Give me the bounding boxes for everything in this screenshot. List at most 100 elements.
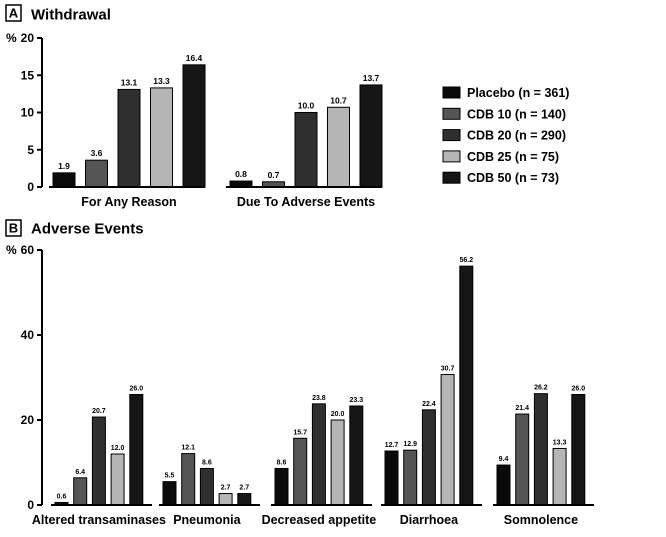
panel-b-data-label-somnolence-cdb-20-n-290: 26.2 [534, 385, 548, 392]
panel-a-bar-for-any-reason-cdb-25-n-75 [150, 87, 173, 188]
panel-b-category-label-pneumonia: Pneumonia [173, 513, 241, 527]
panel-b-bar-pneumonia-cdb-20-n-290 [199, 467, 214, 506]
panel-b-category-label-altered-transaminases: Altered transaminases [32, 513, 166, 527]
panel-b-data-label-diarrhoea-cdb-20-n-290: 22.4 [422, 401, 436, 408]
panel-b-category-label-diarrhoea: Diarrhoea [400, 513, 459, 527]
panel-b-bar-somnolence-placebo-n-361 [496, 464, 511, 506]
panel-b-data-label-decreased-appetite-cdb-50-n-73: 23.3 [349, 397, 363, 404]
panel-a-data-label-due-to-adverse-events-cdb-20-n-290: 10.0 [298, 101, 315, 111]
panel-b-data-label-somnolence-cdb-10-n-140: 21.4 [515, 405, 529, 412]
panel-a-category-label-due-to-adverse-events: Due To Adverse Events [237, 195, 375, 209]
panel-a-bar-for-any-reason-cdb-20-n-290 [117, 88, 141, 188]
panel-a-y-tick-label-5: 5 [27, 143, 34, 157]
legend-swatch-cdb-50-n-73 [442, 171, 461, 184]
legend-swatch-cdb-10-n-140 [442, 107, 461, 120]
panel-b-bar-diarrhoea-cdb-10-n-140 [403, 449, 418, 506]
panel-b-bar-decreased-appetite-cdb-10-n-140 [293, 437, 308, 506]
panel-b-category-label-decreased-appetite: Decreased appetite [262, 513, 377, 527]
panel-b-y-tick-label-20: 20 [21, 413, 35, 427]
panel-b-data-label-pneumonia-cdb-50-n-73: 2.7 [239, 485, 249, 492]
panel-b-y-tick-label-40: 40 [21, 328, 35, 342]
panel-a-bar-due-to-adverse-events-cdb-20-n-290 [294, 112, 318, 188]
panel-a-data-label-due-to-adverse-events-cdb-50-n-73: 13.7 [363, 73, 380, 83]
legend-swatch-cdb-20-n-290 [442, 129, 461, 142]
panel-b-category-label-somnolence: Somnolence [504, 513, 578, 527]
panel-a-y-tick-label-0: 0 [27, 180, 34, 194]
panel-b-bar-somnolence-cdb-50-n-73 [571, 394, 586, 506]
panel-b-data-label-pneumonia-cdb-25-n-75: 2.7 [221, 485, 231, 492]
panel-b-data-label-diarrhoea-cdb-25-n-75: 30.7 [441, 366, 455, 373]
panel-b-bar-somnolence-cdb-10-n-140 [515, 413, 530, 506]
panel-b-data-label-decreased-appetite-cdb-20-n-290: 23.8 [312, 395, 326, 402]
legend-swatch-cdb-25-n-75 [442, 150, 461, 163]
panel-b-bar-diarrhoea-cdb-50-n-73 [459, 265, 474, 506]
panel-a-y-tick-label-20: 20 [21, 31, 35, 45]
panel-b-data-label-altered-transaminases-placebo-n-361: 0.6 [57, 493, 67, 500]
panel-a-data-label-for-any-reason-cdb-50-n-73: 16.4 [186, 53, 203, 63]
panel-b-data-label-altered-transaminases-cdb-20-n-290: 20.7 [92, 408, 106, 415]
panel-a-letter-box [5, 4, 22, 22]
panel-b-y-tick-label-60: 60 [21, 243, 35, 257]
panel-b-bar-altered-transaminases-cdb-10-n-140 [73, 477, 88, 506]
panel-b-bar-pneumonia-cdb-50-n-73 [237, 493, 252, 506]
legend-label-cdb-10-n-140: CDB 10 (n = 140) [467, 107, 566, 121]
panel-a-data-label-due-to-adverse-events-cdb-25-n-75: 10.7 [330, 95, 347, 105]
panel-b-data-label-pneumonia-cdb-10-n-140: 12.1 [181, 445, 195, 452]
panel-a-data-label-due-to-adverse-events-cdb-10-n-140: 0.7 [268, 170, 280, 180]
panel-a-y-tick-label-10: 10 [21, 106, 35, 120]
panel-b-data-label-pneumonia-cdb-20-n-290: 8.6 [202, 459, 212, 466]
panel-b-bar-diarrhoea-placebo-n-361 [384, 450, 399, 506]
panel-b-y-tick-label-0: 0 [27, 498, 34, 512]
panel-b-bar-pneumonia-cdb-25-n-75 [218, 493, 233, 506]
panel-a-data-label-for-any-reason-placebo-n-361: 1.9 [58, 161, 70, 171]
panel-a-data-label-for-any-reason-cdb-20-n-290: 13.1 [121, 77, 138, 87]
panel-a-bar-for-any-reason-placebo-n-361 [52, 172, 76, 188]
panel-b-bar-diarrhoea-cdb-20-n-290 [421, 409, 436, 506]
panel-b-bar-decreased-appetite-cdb-25-n-75 [330, 419, 345, 506]
panel-a-y-axis-label: % [6, 31, 17, 45]
panel-b-bar-altered-transaminases-cdb-20-n-290 [91, 416, 106, 506]
panel-b-data-label-altered-transaminases-cdb-10-n-140: 6.4 [75, 469, 85, 476]
panel-b-data-label-altered-transaminases-cdb-25-n-75: 12.0 [111, 445, 125, 452]
panel-b-bar-altered-transaminases-cdb-50-n-73 [129, 394, 144, 506]
panel-b-data-label-somnolence-placebo-n-361: 9.4 [499, 456, 509, 463]
panel-b-title: Adverse Events [31, 221, 144, 238]
panel-a-title: Withdrawal [31, 7, 111, 24]
panel-b-bar-somnolence-cdb-20-n-290 [533, 393, 548, 506]
panel-b-bar-altered-transaminases-cdb-25-n-75 [110, 453, 125, 506]
panel-b-data-label-pneumonia-placebo-n-361: 5.5 [165, 473, 175, 480]
panel-a-y-tick-label-15: 15 [21, 68, 35, 82]
panel-b-bar-pneumonia-cdb-10-n-140 [181, 453, 196, 506]
panel-b-data-label-decreased-appetite-placebo-n-361: 8.6 [277, 459, 287, 466]
legend-label-cdb-50-n-73: CDB 50 (n = 73) [467, 171, 559, 185]
panel-b-bar-somnolence-cdb-25-n-75 [552, 447, 567, 506]
legend-label-placebo-n-361: Placebo (n = 361) [467, 86, 569, 100]
panel-a-bar-for-any-reason-cdb-10-n-140 [85, 159, 108, 188]
panel-b-data-label-somnolence-cdb-25-n-75: 13.3 [553, 439, 567, 446]
panel-a-bar-for-any-reason-cdb-50-n-73 [182, 64, 206, 188]
panel-a-category-label-for-any-reason: For Any Reason [81, 195, 176, 209]
panel-b-y-axis-label: % [6, 243, 17, 257]
panel-b-bar-decreased-appetite-cdb-50-n-73 [349, 405, 364, 506]
panel-a-data-label-due-to-adverse-events-placebo-n-361: 0.8 [235, 169, 247, 179]
panel-b-bar-decreased-appetite-placebo-n-361 [274, 467, 289, 506]
panel-b-data-label-diarrhoea-cdb-10-n-140: 12.9 [403, 441, 417, 448]
panel-b-data-label-diarrhoea-cdb-50-n-73: 56.2 [459, 257, 473, 264]
panel-b-data-label-decreased-appetite-cdb-10-n-140: 15.7 [293, 429, 307, 436]
panel-b-bar-diarrhoea-cdb-25-n-75 [440, 374, 455, 506]
panel-b-bar-decreased-appetite-cdb-20-n-290 [311, 403, 326, 506]
legend-swatch-placebo-n-361 [442, 86, 461, 99]
panel-a-bar-due-to-adverse-events-cdb-25-n-75 [327, 106, 350, 188]
panel-a-letter: A [9, 6, 19, 21]
panel-b-data-label-somnolence-cdb-50-n-73: 26.0 [571, 386, 585, 393]
panel-b-data-label-decreased-appetite-cdb-25-n-75: 20.0 [331, 411, 345, 418]
panel-b-data-label-altered-transaminases-cdb-50-n-73: 26.0 [129, 386, 143, 393]
panel-a-bar-due-to-adverse-events-cdb-50-n-73 [359, 84, 383, 188]
panel-a-data-label-for-any-reason-cdb-10-n-140: 3.6 [91, 148, 103, 158]
panel-a-data-label-for-any-reason-cdb-25-n-75: 13.3 [153, 76, 170, 86]
panel-b-data-label-diarrhoea-placebo-n-361: 12.7 [385, 442, 399, 449]
legend-label-cdb-25-n-75: CDB 25 (n = 75) [467, 150, 559, 164]
legend-label-cdb-20-n-290: CDB 20 (n = 290) [467, 129, 566, 143]
panel-b-letter: B [9, 221, 18, 236]
